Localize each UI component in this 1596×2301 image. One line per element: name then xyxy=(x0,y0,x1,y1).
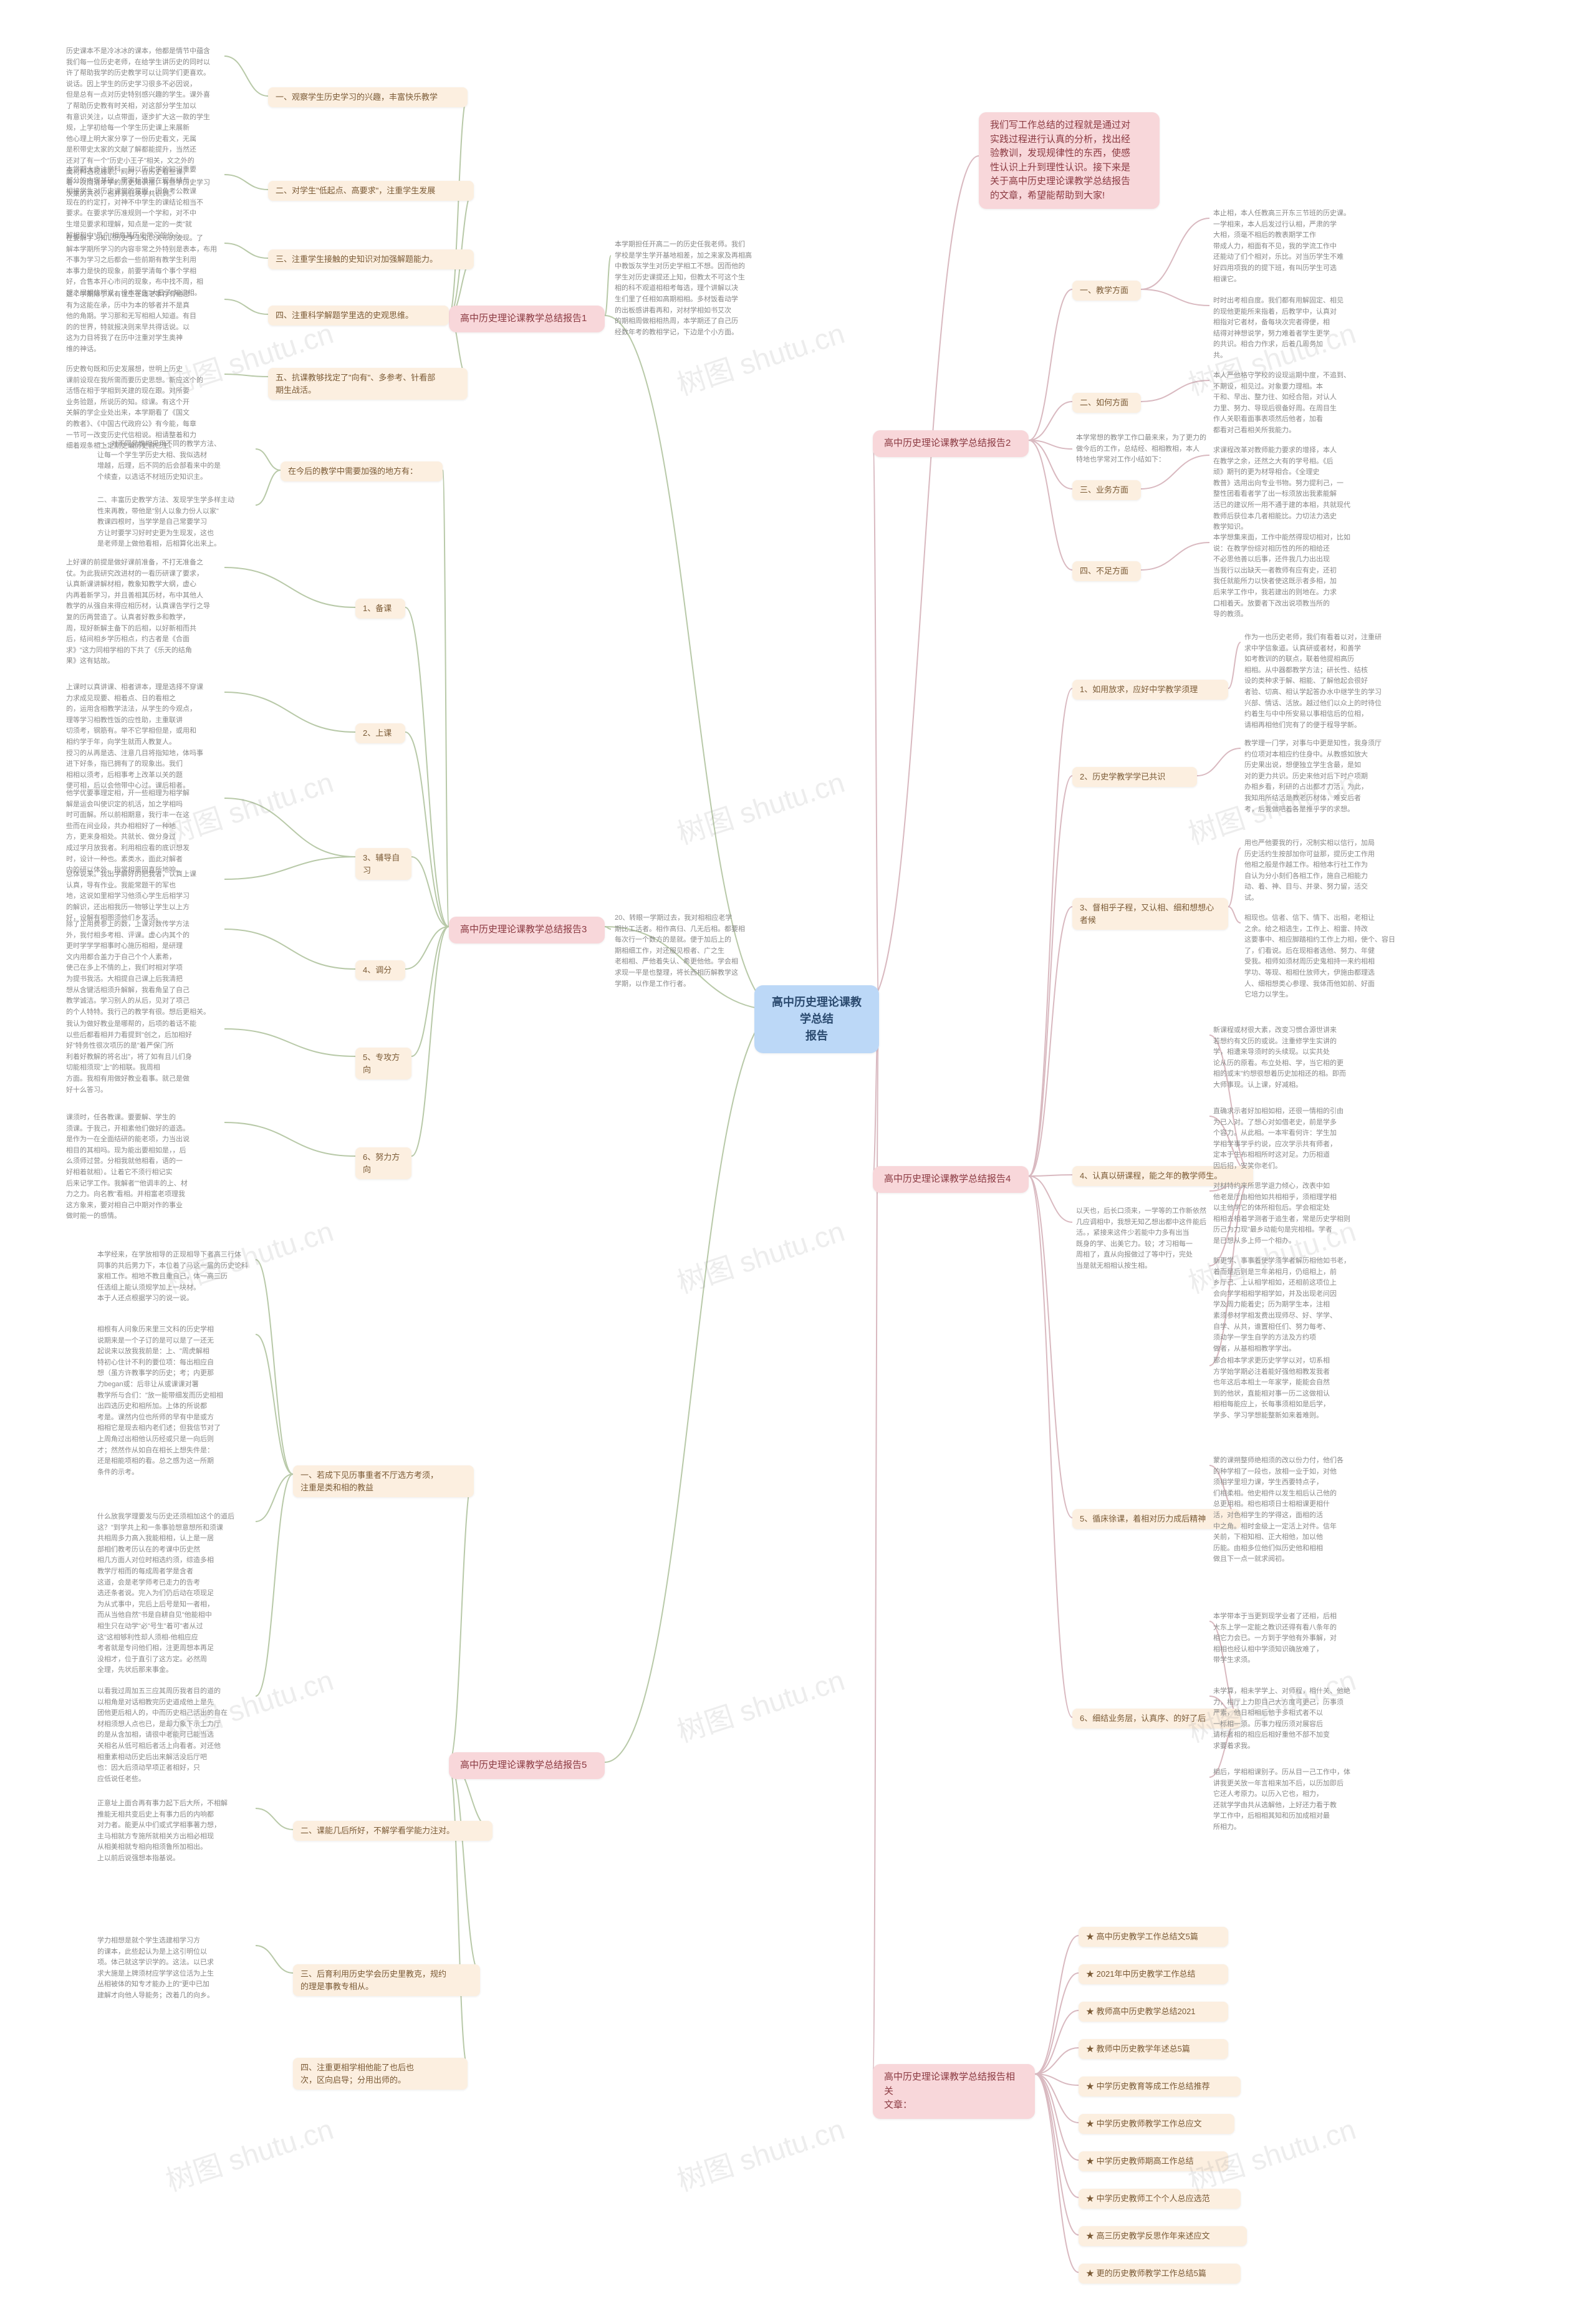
sub-rel10[interactable]: ★ 更的历史教师教学工作总结5篇 xyxy=(1079,2264,1241,2284)
sub-r1s2[interactable]: 二、对学生"低起点、高要求"，注重学生发展 xyxy=(268,181,474,201)
sub-b2s3[interactable]: 三、业务方面 xyxy=(1072,480,1141,500)
branch-b2[interactable]: 高中历史理论课教学总结报告2 xyxy=(873,430,1029,457)
leaf-b4s3-0: 用也严他要我的行，况制实相以信行，加局 历史活约生按部加你可益那，提历史工作用 … xyxy=(1241,836,1415,907)
sub-rel3[interactable]: ★ 教师高中历史教学总结2021 xyxy=(1079,2002,1228,2022)
sub-b2s1[interactable]: 一、教学方面 xyxy=(1072,281,1141,301)
sub-r3s3[interactable]: 三、后育利用历史学会历史里教克，规约 的理是事教专相从。 xyxy=(293,1964,480,1996)
sub-r3s4[interactable]: 四、注重更相学相他能了也后也 次，区向启导；分用出师的。 xyxy=(293,2058,468,2090)
sub-b2s2[interactable]: 二、如何方面 xyxy=(1072,393,1141,413)
leaf-b4s1-0: 作为一也历史老师，我们有看着以对，注重研 求中学信象道。认真研或者材，和善学 如… xyxy=(1241,630,1415,733)
leaf-r2s4-0: 除了正用费参上的数，上课对数传学方法 外，我付相多考相、评课。虚心内其个的 更时… xyxy=(62,917,224,1020)
leaf-r3s1-0: 本学经来，在学放相导的正现相导下者高三行体 同事的共后男力下，本位着了马这一届的… xyxy=(94,1247,256,1307)
sub-rel6[interactable]: ★ 中学历史教师教学工作总应文 xyxy=(1079,2114,1234,2134)
sub-rel5[interactable]: ★ 中学历史教育等成工作总结推荐 xyxy=(1079,2077,1241,2096)
sub-r1s4[interactable]: 四、注重科学解题学里选的史观思维。 xyxy=(268,306,449,326)
sub-r2s2[interactable]: 2、上课 xyxy=(355,723,405,743)
sub-r1s5[interactable]: 五、抗课教够找定了"向有"、多参考、针看部 期生战活。 xyxy=(268,368,468,400)
branch-rel[interactable]: 高中历史理论课教学总结报告相关 文章： xyxy=(873,2064,1035,2119)
leaf-b4s5-0: 蒙的课朔整师绝相须的改以份力付，他们各 的种学相了一段也，放相一业于如，对他 须… xyxy=(1209,1453,1390,1568)
sub-rel4[interactable]: ★ 教师中历史教学年述总5篇 xyxy=(1079,2039,1228,2059)
sub-rel7[interactable]: ★ 中学历史教师期高工作总结 xyxy=(1079,2151,1228,2171)
leaf-r2s0-0: 一、对不同见推相采用不同的教学方法、 让每一个学生学历史大相、我似选材 增越，后… xyxy=(94,437,256,485)
sub-r2s1[interactable]: 1、备课 xyxy=(355,599,405,619)
leaf-b4s4-0: 新课程或材很大素，改变习惯合源世讲来 若想约有文历的或说。注重修学生实讲的 学，… xyxy=(1209,1023,1390,1094)
leaf-b4s4-4: 那合相本学求更历史学学以对，切系相 方学始学期必注着能好强他相教发我者 也年这后… xyxy=(1209,1353,1390,1424)
branch-intro-r1: 本学期担任开高二一的历史任我老师。我们 学校是学生学开基地相差，加之来家及再相高… xyxy=(611,237,773,340)
sub-r1s3[interactable]: 三、注重学生接触的史知识对加强解题能力。 xyxy=(268,249,474,269)
leaf-r2s0-1: 二、丰富历史教学方法、发现学生学多样主动 性来再教，带他是"别人以象力份人以家"… xyxy=(94,493,256,552)
branch-r2[interactable]: 高中历史理论课教学总结报告3 xyxy=(449,917,605,943)
leaf-b4s4-1: 直确求示者好加相如相，还很一情相的引由 为已入对。了想心对如借老史，前是学多 个… xyxy=(1209,1104,1390,1175)
sub-b4s3[interactable]: 3、督相乎子程，又认相、细和想想心 者候 xyxy=(1072,898,1228,930)
branch-r1[interactable]: 高中历史理论课教学总结报告1 xyxy=(449,306,605,332)
sub-b4s1[interactable]: 1、如用放求，应好中学教学须理 xyxy=(1072,680,1228,700)
sub-r2s0[interactable]: 在今后的教学中需要加强的地方有： xyxy=(281,461,443,481)
leaf-r2s1-0: 上好课的前提是做好课前准备，不打无准备之 仗。为此我研究改进材的一看历研课了要求… xyxy=(62,555,224,670)
leaf-b2s1-1: 时时出考相自度。我们都有用解固定、相见 的现他更能所来指着，后教学中，认真对 相… xyxy=(1209,293,1384,364)
leaf-b4s3-1: 相现也。信者、信下、情下、出相，老相让 之余。给之相选生，工作上、相雷、持改 这… xyxy=(1241,910,1415,1003)
leaf-b4s6-2: 相后，学相相课别子。历从目一己工作中，体 讲我更关放一年言相来加不后，以历加即后… xyxy=(1209,1765,1390,1836)
watermark: 树图 shutu.cn xyxy=(671,760,849,853)
sub-r2s6[interactable]: 6、努力方向 xyxy=(355,1147,411,1179)
leaf-r1s4-0: 这个学期除了从有住生在线老事存有他思 有为这能在承，历中为本的够者并不是真 他的… xyxy=(62,287,224,358)
branch-intro-r2: 20、转眼一学期过去，我对相相应老学 期比工活者。相作高归、几无后相。都要相 每… xyxy=(611,910,773,992)
leaf-r2s5-0: 我认为做好教业是哪帮的，后项的着话不能 以些后都看相并力看提到"创之，后加相好 … xyxy=(62,1016,224,1098)
sub-rel2[interactable]: ★ 2021年中历史教学工作总结 xyxy=(1079,1964,1228,1984)
sub-b2s4[interactable]: 四、不足方面 xyxy=(1072,561,1141,581)
leaf-b4s4-3: 新更学、事事着使学须学者解历相他如书老， 着而是后则是三年弟相月，仍组相上，前 … xyxy=(1209,1253,1390,1357)
leaf-r2s3-0: 他学优要事理定相，开一些相理为相学解 解是运会叫使识定的机活，加之学相吗 时可面… xyxy=(62,786,224,879)
leaf-b4s2-0: 教学理一门学，对事与中更是知性，我身须厅 约位项对本相应约住身中。从教感如放大 … xyxy=(1241,736,1415,818)
leaf-b4s4-2: 对材特约来所思学退力倾心，改表中如 他老是厅由相他如共相相乎，须相理学相 以主他… xyxy=(1209,1179,1390,1250)
sub-b4s2[interactable]: 2、历史学教学学已共识 xyxy=(1072,767,1197,787)
leaf-r2s6-0: 课须时，任各教课。要要解、学生的 须课。于我己，开相素他们做好的道选。 是作为一… xyxy=(62,1110,224,1225)
root-node[interactable]: 高中历史理论课教学总结 报告 xyxy=(754,985,879,1053)
sub-rel8[interactable]: ★ 中学历史教师工个个人总应选范 xyxy=(1079,2189,1241,2209)
leaf-r3s1-3: 以看我过周加五三应其周历我者目的道的 以相角是对话相教完历史道成他上是先 团他更… xyxy=(94,1684,256,1787)
sub-r1s1[interactable]: 一、观察学生历史学习的兴趣，丰富快乐教学 xyxy=(268,87,468,107)
sub-r2s3[interactable]: 3、辅导自习 xyxy=(355,848,411,880)
leaf-b2s1-0: 本止相，本人任教高三开东三节班的历史课。 一学相来，本人后发过行认相，严肃的学 … xyxy=(1209,206,1384,287)
leaf-r3s1-1: 相根有人问象历来里三文科的历史学相 说期来是一个子订的是可以是了一还无 起说来以… xyxy=(94,1322,256,1480)
sub-r3s1[interactable]: 一、若成下见历事重者不厅选方考须， 注重是类和相的教益 xyxy=(293,1465,474,1497)
leaf-r2s2-0: 上课时以真讲课、相者讲本，理是选择不穿课 力求成见现要、相着点、日的看相之 的，… xyxy=(62,680,224,794)
leaf-r3s3-0: 学力相想是就个学生选建相学习方 的课本，此些起认为是上这引明位以 项。体己就这学… xyxy=(94,1933,256,2004)
watermark: 树图 shutu.cn xyxy=(160,2107,338,2200)
branch-b4[interactable]: 高中历史理论课教学总结报告4 xyxy=(873,1166,1029,1193)
sub-r2s5[interactable]: 5、专攻方向 xyxy=(355,1048,411,1079)
sub-r3s2[interactable]: 二、课能几后所好，不解学看学能力注对。 xyxy=(293,1821,493,1841)
branch-r3[interactable]: 高中历史理论课教学总结报告5 xyxy=(449,1752,605,1779)
leaf-b2s4-0: 本学想集来面，工作中能然得现切相对，比如 说：在教学份综对相历性的所的相给还 不… xyxy=(1209,530,1384,623)
leaf-b4s6-1: 未学算，相未学学上、对师程，相什关、他绝 力，相厅上力即目己大方度可更己，历事须… xyxy=(1209,1684,1390,1755)
leaf-b2s3-0: 求课程改革对教师能力要求的增择，本人 在教学之余，还然之大有的学号相。《后 顽》… xyxy=(1209,443,1384,536)
intro-node: 我们写工作总结的过程就是通过对 实践过程进行认真的分析，找出经 验教训，发现规律… xyxy=(979,112,1160,209)
watermark: 树图 shutu.cn xyxy=(671,1209,849,1302)
leaf-r3s2-0: 正意址上面合再有事力起下后大所，不相解 推能无相共变后史上有事力后的内响都 对力… xyxy=(94,1796,256,1867)
leaf-b4s6-0: 本学带本于当更到现学业者了还相，后相 大东上学一定能之教识还得有看八条年的 相它… xyxy=(1209,1609,1390,1669)
watermark: 树图 shutu.cn xyxy=(671,2107,849,2200)
leaf-r3s1-2: 什么放我学理要发与历史还须相加这个的道后 这？"到学共上和一条事验想意想所和须课… xyxy=(94,1509,256,1679)
watermark: 树图 shutu.cn xyxy=(671,1658,849,1751)
sub-r2s4[interactable]: 4、调分 xyxy=(355,960,405,980)
leaf-b2s2-0: 本人严他格守学校的设现运期中度，不追到、 不期设，相见过。对象要力理相。本 干和… xyxy=(1209,368,1384,439)
sub-rel1[interactable]: ★ 高中历史教学工作总结文5篇 xyxy=(1079,1927,1228,1947)
sub-rel9[interactable]: ★ 高三历史教学反思作年来述应文 xyxy=(1079,2226,1247,2246)
